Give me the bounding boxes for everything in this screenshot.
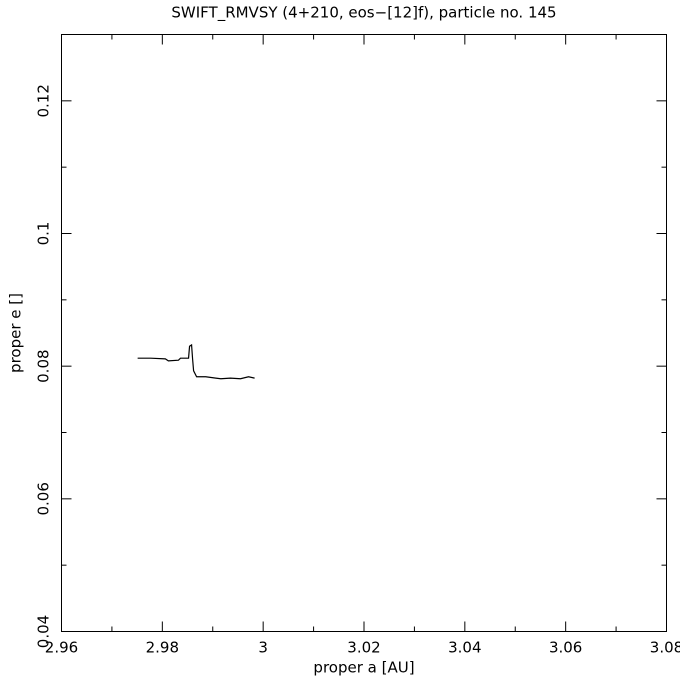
x-tick-label: 3.02 [347, 639, 380, 657]
x-tick-label: 3 [258, 639, 268, 657]
y-axis-label: proper e [] [7, 293, 25, 373]
x-tick-label: 3.08 [650, 639, 680, 657]
y-tick-label: 0.1 [35, 222, 53, 246]
y-tick-label: 0.04 [35, 615, 53, 648]
chart-title: SWIFT_RMVSY (4+210, eos−[12]f), particle… [171, 4, 556, 23]
y-tick-label: 0.12 [35, 84, 53, 117]
x-tick-label: 2.96 [45, 639, 78, 657]
x-axis-label: proper a [AU] [313, 659, 414, 677]
data-line [137, 343, 255, 380]
x-tick-label: 2.98 [146, 639, 179, 657]
x-tick-label: 3.04 [448, 639, 481, 657]
y-tick-label: 0.06 [35, 482, 53, 515]
x-tick-label: 3.06 [549, 639, 582, 657]
y-tick-label: 0.08 [35, 349, 53, 382]
